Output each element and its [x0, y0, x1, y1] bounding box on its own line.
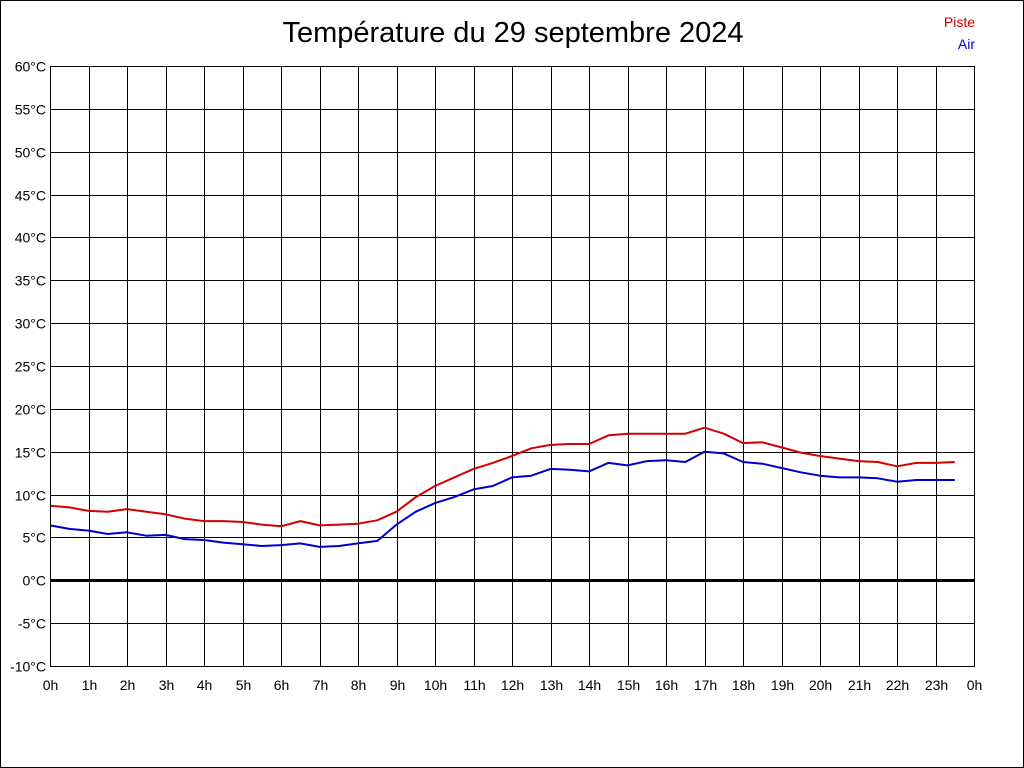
x-tick-label: 17h: [694, 677, 717, 693]
x-tick-label: 19h: [771, 677, 794, 693]
x-tick-label: 9h: [390, 677, 406, 693]
x-tick-label: 16h: [655, 677, 678, 693]
y-tick-label: 10°C: [15, 488, 46, 504]
legend-piste: Piste: [943, 14, 975, 30]
x-tick-label: 15h: [617, 677, 640, 693]
x-axis-ticks: 0h 1h 2h 3h 4h 5h 6h 7h 8h 9h 10h 11h 12h 13h 14h 15h 16…: [43, 677, 983, 693]
x-tick-label: 14h: [578, 677, 601, 693]
x-tick-label: 7h: [313, 677, 329, 693]
x-tick-label: 0h: [967, 677, 983, 693]
series-line-piste: [49, 426, 955, 528]
x-tick-label: 8h: [351, 677, 367, 693]
y-tick-label: 35°C: [15, 273, 46, 289]
x-tick-label: 6h: [274, 677, 290, 693]
grid: [50, 66, 975, 667]
y-tick-label: -5°C: [18, 616, 46, 632]
y-tick-label: 60°C: [15, 59, 46, 75]
y-tick-label: 30°C: [15, 316, 46, 332]
x-tick-label: 20h: [809, 677, 832, 693]
y-tick-label: 0°C: [23, 573, 47, 589]
x-tick-label: 11h: [463, 677, 485, 693]
x-tick-label: 12h: [501, 677, 524, 693]
chart-title: Température du 29 septembre 2024: [282, 17, 744, 49]
x-tick-label: 3h: [159, 677, 175, 693]
y-tick-label: 20°C: [15, 402, 46, 418]
y-tick-label: 25°C: [15, 359, 46, 375]
x-tick-label: 22h: [886, 677, 909, 693]
y-tick-label: -10°C: [10, 659, 46, 675]
y-tick-label: 55°C: [15, 102, 46, 118]
x-tick-label: 5h: [236, 677, 252, 693]
series-lines: [49, 426, 955, 548]
x-tick-label: 0h: [43, 677, 59, 693]
y-axis-ticks: -10°C -5°C 0°C 5°C 10°C 15°C 20°C 25°C 30°C 35°C 4…: [10, 59, 46, 675]
x-tick-label: 21h: [848, 677, 871, 693]
y-tick-label: 40°C: [15, 230, 46, 246]
y-tick-label: 45°C: [15, 188, 46, 204]
series-line-air: [49, 450, 955, 548]
plot-border: [50, 66, 975, 667]
x-tick-label: 4h: [197, 677, 213, 693]
x-tick-label: 1h: [82, 677, 98, 693]
x-tick-label: 2h: [120, 677, 136, 693]
legend-air: Air: [957, 36, 975, 52]
y-tick-label: 50°C: [15, 145, 46, 161]
x-tick-label: 18h: [732, 677, 755, 693]
y-tick-label: 15°C: [15, 445, 46, 461]
x-tick-label: 10h: [424, 677, 447, 693]
y-tick-label: 5°C: [23, 530, 47, 546]
x-tick-label: 23h: [925, 677, 948, 693]
x-tick-label: 13h: [540, 677, 563, 693]
